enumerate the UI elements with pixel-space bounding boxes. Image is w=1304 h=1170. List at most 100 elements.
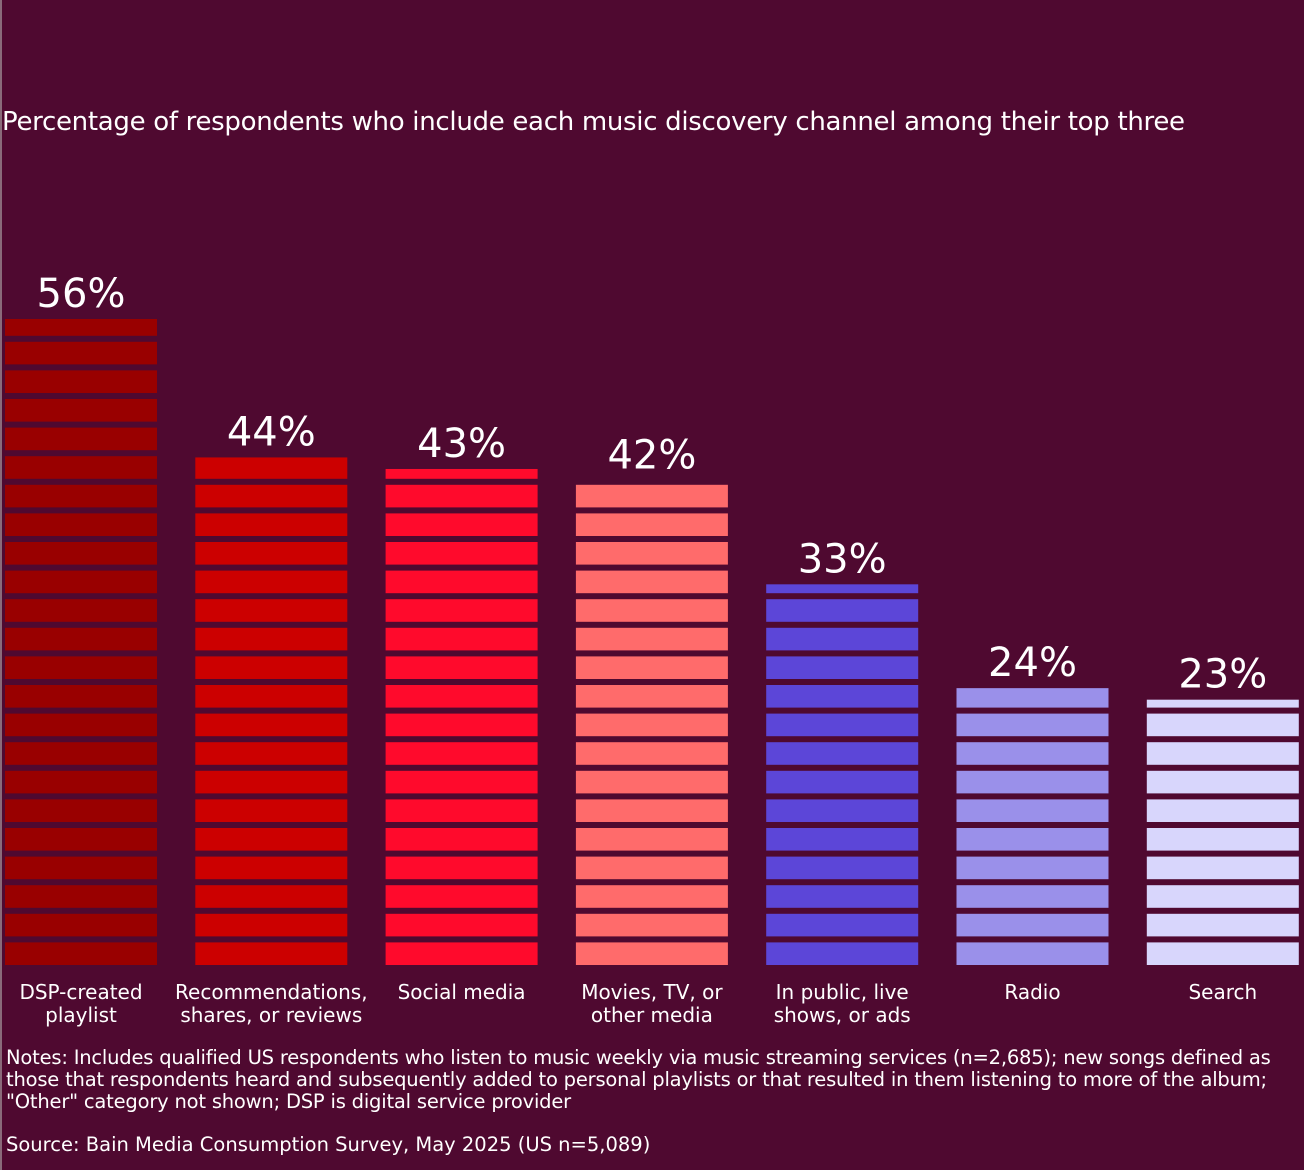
chart-title: Percentage of respondents who include ea… bbox=[2, 107, 1185, 137]
bar-stripe bbox=[385, 513, 538, 536]
bar-stripe bbox=[385, 713, 538, 737]
bar-stripe bbox=[766, 742, 919, 765]
bar bbox=[956, 688, 1109, 965]
bar-stripe bbox=[385, 685, 538, 708]
bar-stripe bbox=[575, 913, 728, 937]
bar-stripe bbox=[195, 885, 348, 908]
bar-stripe bbox=[766, 713, 919, 737]
value-label: 33% bbox=[798, 536, 887, 582]
bar-stripe bbox=[575, 799, 728, 822]
category-label: Recommendations, bbox=[175, 980, 368, 1004]
chart-notes: Notes: Includes qualified US respondents… bbox=[6, 1046, 1271, 1113]
value-label: 24% bbox=[988, 640, 1077, 686]
bar-stripe bbox=[195, 942, 348, 965]
bar-stripe bbox=[5, 828, 157, 851]
bar-stripe bbox=[575, 570, 728, 594]
bar-stripe bbox=[1146, 699, 1299, 708]
bar-stripe bbox=[1146, 713, 1299, 737]
value-label: 43% bbox=[417, 421, 506, 467]
bar-stripe bbox=[385, 656, 538, 679]
bar-stripe bbox=[385, 770, 538, 794]
left-border bbox=[0, 0, 2, 1170]
bar-stripe bbox=[575, 770, 728, 794]
value-label: 42% bbox=[607, 433, 696, 479]
bar-stripe bbox=[766, 942, 919, 965]
bar-stripe bbox=[385, 885, 538, 908]
bar-stripe bbox=[956, 856, 1109, 880]
category-label: other media bbox=[591, 1003, 713, 1027]
bar-stripe bbox=[956, 913, 1109, 937]
bar-stripe bbox=[195, 542, 348, 565]
bar-stripe bbox=[5, 570, 157, 594]
bar-stripe bbox=[5, 599, 157, 622]
bar-stripe bbox=[1146, 742, 1299, 765]
category-label: Movies, TV, or bbox=[581, 980, 723, 1004]
bar-stripe bbox=[195, 828, 348, 851]
bar-stripe bbox=[575, 599, 728, 622]
bar-stripe bbox=[385, 570, 538, 594]
bar-stripe bbox=[575, 856, 728, 880]
bar-stripe bbox=[956, 713, 1109, 737]
bar-stripe bbox=[5, 542, 157, 565]
bar-stripe bbox=[195, 770, 348, 794]
bar-stripe bbox=[385, 856, 538, 880]
bar-stripe bbox=[5, 713, 157, 737]
bar-stripe bbox=[385, 468, 538, 479]
bar-stripe bbox=[575, 942, 728, 965]
bar bbox=[1146, 699, 1299, 965]
bar-stripe bbox=[575, 713, 728, 737]
bar-stripe bbox=[5, 799, 157, 822]
bar-stripe bbox=[5, 319, 157, 336]
bar-stripe bbox=[385, 799, 538, 822]
bar-stripe bbox=[766, 828, 919, 851]
bar-stripe bbox=[956, 828, 1109, 851]
bar-stripe bbox=[195, 685, 348, 708]
bar-stripe bbox=[575, 627, 728, 651]
bar-stripe bbox=[5, 656, 157, 679]
bar-stripe bbox=[5, 627, 157, 651]
bar-stripe bbox=[1146, 942, 1299, 965]
bar bbox=[766, 584, 919, 965]
bar bbox=[385, 468, 538, 965]
bar bbox=[5, 319, 157, 965]
bar-stripe bbox=[956, 942, 1109, 965]
bar-stripe bbox=[5, 685, 157, 708]
bar-stripe bbox=[195, 656, 348, 679]
value-label: 56% bbox=[37, 271, 126, 317]
bar-stripe bbox=[195, 627, 348, 651]
bar-stripe bbox=[575, 542, 728, 565]
bar-stripe bbox=[575, 484, 728, 508]
category-label: shows, or ads bbox=[774, 1003, 911, 1027]
bar-stripe bbox=[195, 742, 348, 765]
bar-stripe bbox=[5, 885, 157, 908]
bar-stripe bbox=[5, 484, 157, 508]
bar-stripe bbox=[575, 513, 728, 536]
bar-stripe bbox=[195, 799, 348, 822]
bar-stripe bbox=[575, 742, 728, 765]
bar-stripe bbox=[385, 942, 538, 965]
bar-stripe bbox=[195, 713, 348, 737]
category-label: playlist bbox=[45, 1003, 117, 1027]
bar-stripe bbox=[5, 341, 157, 365]
bar-stripe bbox=[195, 457, 348, 479]
bar-stripe bbox=[5, 942, 157, 965]
bar-stripe bbox=[766, 770, 919, 794]
bar-stripe bbox=[385, 742, 538, 765]
category-label: shares, or reviews bbox=[180, 1003, 362, 1027]
bar-stripe bbox=[5, 742, 157, 765]
bar-stripe bbox=[766, 685, 919, 708]
category-label: Search bbox=[1188, 980, 1257, 1004]
bar-stripe bbox=[1146, 856, 1299, 880]
bar-stripe bbox=[195, 513, 348, 536]
bar-stripe bbox=[5, 513, 157, 536]
bar-stripe bbox=[956, 885, 1109, 908]
bar-stripe bbox=[195, 599, 348, 622]
bar-stripe bbox=[766, 627, 919, 651]
bar-stripe bbox=[1146, 913, 1299, 937]
bar-stripe bbox=[575, 885, 728, 908]
bar-stripe bbox=[1146, 885, 1299, 908]
category-label: DSP-created bbox=[19, 980, 142, 1004]
value-label: 44% bbox=[227, 409, 316, 455]
bar-stripe bbox=[5, 456, 157, 479]
